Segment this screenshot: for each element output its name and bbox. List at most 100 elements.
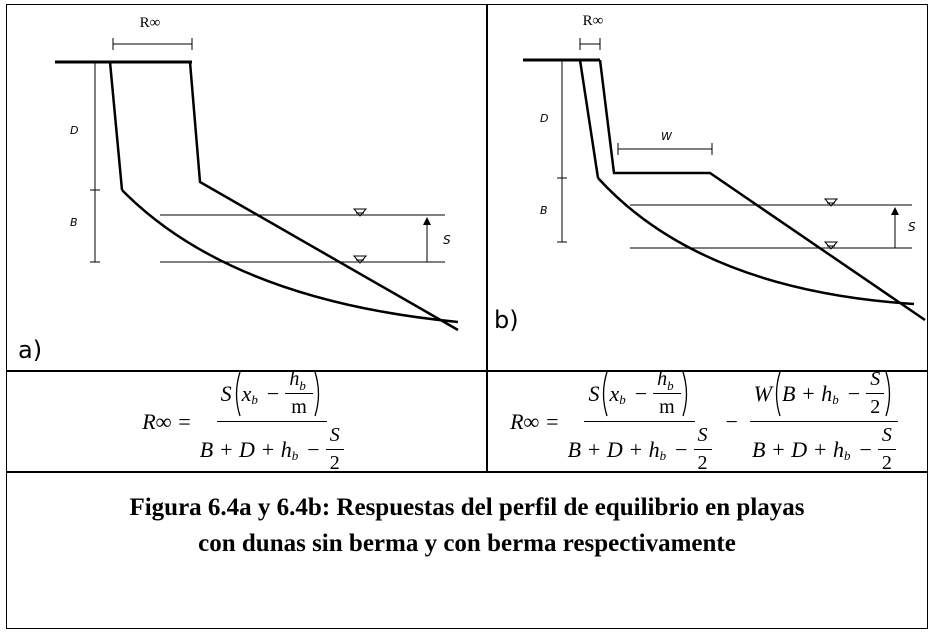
fraction-num: S	[866, 368, 885, 394]
water-symbol	[352, 255, 368, 264]
parenthesis	[603, 371, 609, 416]
symbol: B + D + h	[567, 436, 660, 462]
initial-profile	[578, 59, 600, 179]
cell-caption	[6, 471, 928, 629]
denominator: B + D + h b − S 2	[564, 422, 716, 475]
operator: −	[634, 380, 648, 406]
operator: −	[307, 436, 320, 462]
panel-label: b)	[494, 306, 519, 334]
symbol: S	[870, 368, 881, 390]
parenthesis-stroke	[603, 371, 609, 416]
d-label: D	[540, 112, 548, 125]
b-label: B	[540, 204, 548, 217]
symbol: W	[753, 380, 772, 406]
symbol: m	[659, 396, 675, 418]
caption-line: Figura 6.4a y 6.4b: Respuestas del perfi…	[129, 494, 805, 521]
lhs: R∞ =	[510, 408, 560, 434]
symbol: m	[291, 396, 307, 418]
cell-formula-b	[486, 370, 928, 473]
subscript: b	[667, 377, 674, 393]
caption-line: con dunas sin berma y con berma respecti…	[198, 530, 736, 557]
symbol: 2	[329, 452, 340, 474]
parenthesis-stroke	[775, 371, 781, 416]
operator: −	[859, 436, 872, 462]
parenthesis	[235, 371, 241, 416]
d-label: D	[70, 124, 78, 137]
parenthesis	[885, 371, 891, 416]
symbol: S	[697, 424, 708, 446]
symbol: S	[881, 424, 892, 446]
initial-curve	[121, 189, 459, 324]
symbol: x	[609, 380, 620, 406]
symbol: B + D + h	[751, 436, 844, 462]
initial-curve	[597, 177, 915, 306]
r-label: R∞	[140, 15, 161, 31]
b-label: B	[70, 216, 78, 229]
fraction-den: 2	[866, 394, 884, 419]
symbol: S	[588, 380, 600, 406]
symbol: S	[329, 424, 340, 446]
subscript: b	[291, 447, 299, 463]
cell-a	[6, 4, 488, 372]
lhs: R∞ =	[142, 408, 192, 434]
final-profile	[598, 59, 926, 322]
panel-label: a)	[18, 336, 42, 364]
parenthesis-stroke	[682, 371, 687, 416]
fraction-den: m	[287, 394, 311, 419]
s-label: S	[908, 220, 916, 234]
diagram-a	[55, 38, 459, 332]
parenthesis	[314, 371, 319, 416]
r-label: R∞	[583, 13, 604, 29]
fraction-den: 2	[694, 450, 712, 475]
subscript: b	[659, 447, 667, 463]
parenthesis-stroke	[235, 371, 241, 416]
symbol: x	[241, 380, 252, 406]
symbol: B + h	[781, 380, 833, 406]
fraction-num: S	[877, 424, 896, 450]
operator: −	[725, 408, 738, 434]
water-symbol	[352, 208, 368, 217]
diagrams: R∞ D B S a) R∞ D B S W	[18, 13, 926, 364]
w-label: W	[661, 130, 673, 143]
diagram-b	[523, 38, 926, 322]
fraction-den: 2	[878, 450, 896, 475]
symbol: 2	[870, 396, 881, 418]
symbol: 2	[881, 452, 892, 474]
denominator: B + D + h b − S 2	[196, 422, 348, 475]
symbol: B + D + h	[199, 436, 292, 462]
symbol: h	[289, 368, 300, 390]
fraction-den: 2	[326, 450, 344, 475]
cell-formula-a	[6, 370, 488, 473]
cell-b	[486, 4, 928, 372]
symbol: S	[220, 380, 232, 406]
fraction-den: m	[655, 394, 679, 419]
water-symbol	[823, 198, 839, 207]
parenthesis-stroke	[885, 371, 891, 416]
subscript: b	[299, 377, 306, 393]
operator: −	[675, 436, 688, 462]
subscript: b	[843, 447, 851, 463]
parenthesis	[682, 371, 687, 416]
initial-profile	[108, 61, 124, 191]
parenthesis-stroke	[314, 371, 319, 416]
caption: Figura 6.4a y 6.4b: Respuestas del perfi…	[6, 490, 928, 562]
operator: −	[266, 380, 280, 406]
fraction-num: S	[325, 424, 344, 450]
symbol: 2	[697, 452, 708, 474]
s-label: S	[443, 233, 451, 247]
fraction-num: S	[693, 424, 712, 450]
